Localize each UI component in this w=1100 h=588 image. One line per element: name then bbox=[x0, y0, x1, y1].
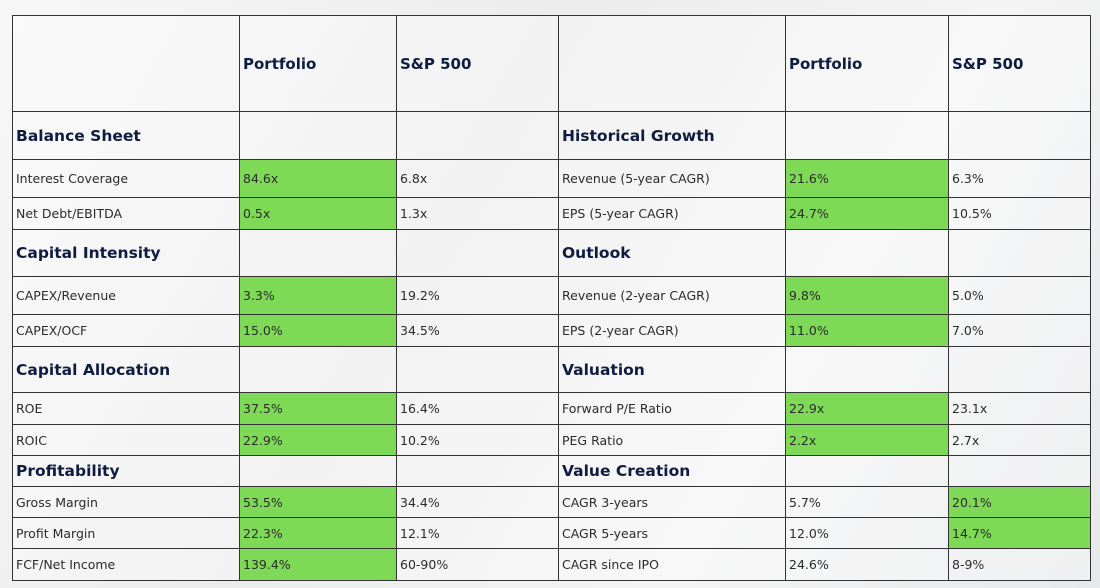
metric-label: Profit Margin bbox=[13, 518, 240, 549]
empty-cell bbox=[397, 456, 559, 487]
sp500-value: 1.3x bbox=[397, 198, 559, 230]
sp500-value: 34.4% bbox=[397, 487, 559, 518]
sp500-value: 10.5% bbox=[949, 198, 1091, 230]
column-header: S&P 500 bbox=[949, 16, 1091, 112]
metric-label: CAPEX/OCF bbox=[13, 315, 240, 347]
portfolio-value: 15.0% bbox=[240, 315, 397, 347]
portfolio-value: 24.6% bbox=[786, 549, 949, 581]
column-header: S&P 500 bbox=[397, 16, 559, 112]
sp500-value: 14.7% bbox=[949, 518, 1091, 549]
metric-label: CAGR since IPO bbox=[559, 549, 786, 581]
portfolio-value: 22.9% bbox=[240, 425, 397, 456]
sp500-value: 23.1x bbox=[949, 393, 1091, 425]
empty-cell bbox=[786, 347, 949, 393]
portfolio-value: 11.0% bbox=[786, 315, 949, 347]
empty-cell bbox=[240, 456, 397, 487]
portfolio-value: 37.5% bbox=[240, 393, 397, 425]
portfolio-value: 53.5% bbox=[240, 487, 397, 518]
section-title: Historical Growth bbox=[559, 112, 786, 160]
sp500-value: 8-9% bbox=[949, 549, 1091, 581]
empty-cell bbox=[397, 230, 559, 277]
column-header: Portfolio bbox=[786, 16, 949, 112]
portfolio-value: 12.0% bbox=[786, 518, 949, 549]
portfolio-value: 5.7% bbox=[786, 487, 949, 518]
metric-label: ROE bbox=[13, 393, 240, 425]
metric-label: CAGR 5-years bbox=[559, 518, 786, 549]
metric-label: Interest Coverage bbox=[13, 160, 240, 198]
empty-cell bbox=[949, 230, 1091, 277]
metric-label: Revenue (5-year CAGR) bbox=[559, 160, 786, 198]
section-title: Valuation bbox=[559, 347, 786, 393]
portfolio-value: 22.9x bbox=[786, 393, 949, 425]
empty-cell bbox=[949, 456, 1091, 487]
portfolio-value: 0.5x bbox=[240, 198, 397, 230]
metric-label: ROIC bbox=[13, 425, 240, 456]
sp500-value: 5.0% bbox=[949, 277, 1091, 315]
empty-cell bbox=[949, 112, 1091, 160]
metric-label: Forward P/E Ratio bbox=[559, 393, 786, 425]
comparison-table: Portfolio S&P 500 Portfolio S&P 500 Balance … bbox=[12, 15, 1091, 581]
sp500-value: 34.5% bbox=[397, 315, 559, 347]
sp500-value: 12.1% bbox=[397, 518, 559, 549]
empty-cell bbox=[559, 16, 786, 112]
empty-cell bbox=[240, 347, 397, 393]
metric-label: PEG Ratio bbox=[559, 425, 786, 456]
metric-label: EPS (2-year CAGR) bbox=[559, 315, 786, 347]
empty-cell bbox=[786, 456, 949, 487]
metric-label: Revenue (2-year CAGR) bbox=[559, 277, 786, 315]
empty-cell bbox=[240, 230, 397, 277]
metric-label: CAPEX/Revenue bbox=[13, 277, 240, 315]
sp500-value: 6.8x bbox=[397, 160, 559, 198]
section-title: Capital Intensity bbox=[13, 230, 240, 277]
portfolio-value: 139.4% bbox=[240, 549, 397, 581]
empty-cell bbox=[949, 347, 1091, 393]
sp500-value: 2.7x bbox=[949, 425, 1091, 456]
section-title: Capital Allocation bbox=[13, 347, 240, 393]
sp500-value: 19.2% bbox=[397, 277, 559, 315]
portfolio-value: 3.3% bbox=[240, 277, 397, 315]
portfolio-value: 24.7% bbox=[786, 198, 949, 230]
portfolio-value: 84.6x bbox=[240, 160, 397, 198]
empty-cell bbox=[13, 16, 240, 112]
portfolio-value: 22.3% bbox=[240, 518, 397, 549]
portfolio-value: 2.2x bbox=[786, 425, 949, 456]
column-header: Portfolio bbox=[240, 16, 397, 112]
metric-label: Net Debt/EBITDA bbox=[13, 198, 240, 230]
empty-cell bbox=[397, 347, 559, 393]
metric-label: EPS (5-year CAGR) bbox=[559, 198, 786, 230]
sp500-value: 6.3% bbox=[949, 160, 1091, 198]
empty-cell bbox=[786, 112, 949, 160]
section-title: Balance Sheet bbox=[13, 112, 240, 160]
empty-cell bbox=[397, 112, 559, 160]
metric-label: Gross Margin bbox=[13, 487, 240, 518]
sp500-value: 60-90% bbox=[397, 549, 559, 581]
sp500-value: 10.2% bbox=[397, 425, 559, 456]
section-title: Profitability bbox=[13, 456, 240, 487]
section-title: Value Creation bbox=[559, 456, 786, 487]
metric-label: CAGR 3-years bbox=[559, 487, 786, 518]
portfolio-value: 9.8% bbox=[786, 277, 949, 315]
portfolio-value: 21.6% bbox=[786, 160, 949, 198]
empty-cell bbox=[786, 230, 949, 277]
sp500-value: 20.1% bbox=[949, 487, 1091, 518]
section-title: Outlook bbox=[559, 230, 786, 277]
metric-label: FCF/Net Income bbox=[13, 549, 240, 581]
sp500-value: 16.4% bbox=[397, 393, 559, 425]
sp500-value: 7.0% bbox=[949, 315, 1091, 347]
empty-cell bbox=[240, 112, 397, 160]
